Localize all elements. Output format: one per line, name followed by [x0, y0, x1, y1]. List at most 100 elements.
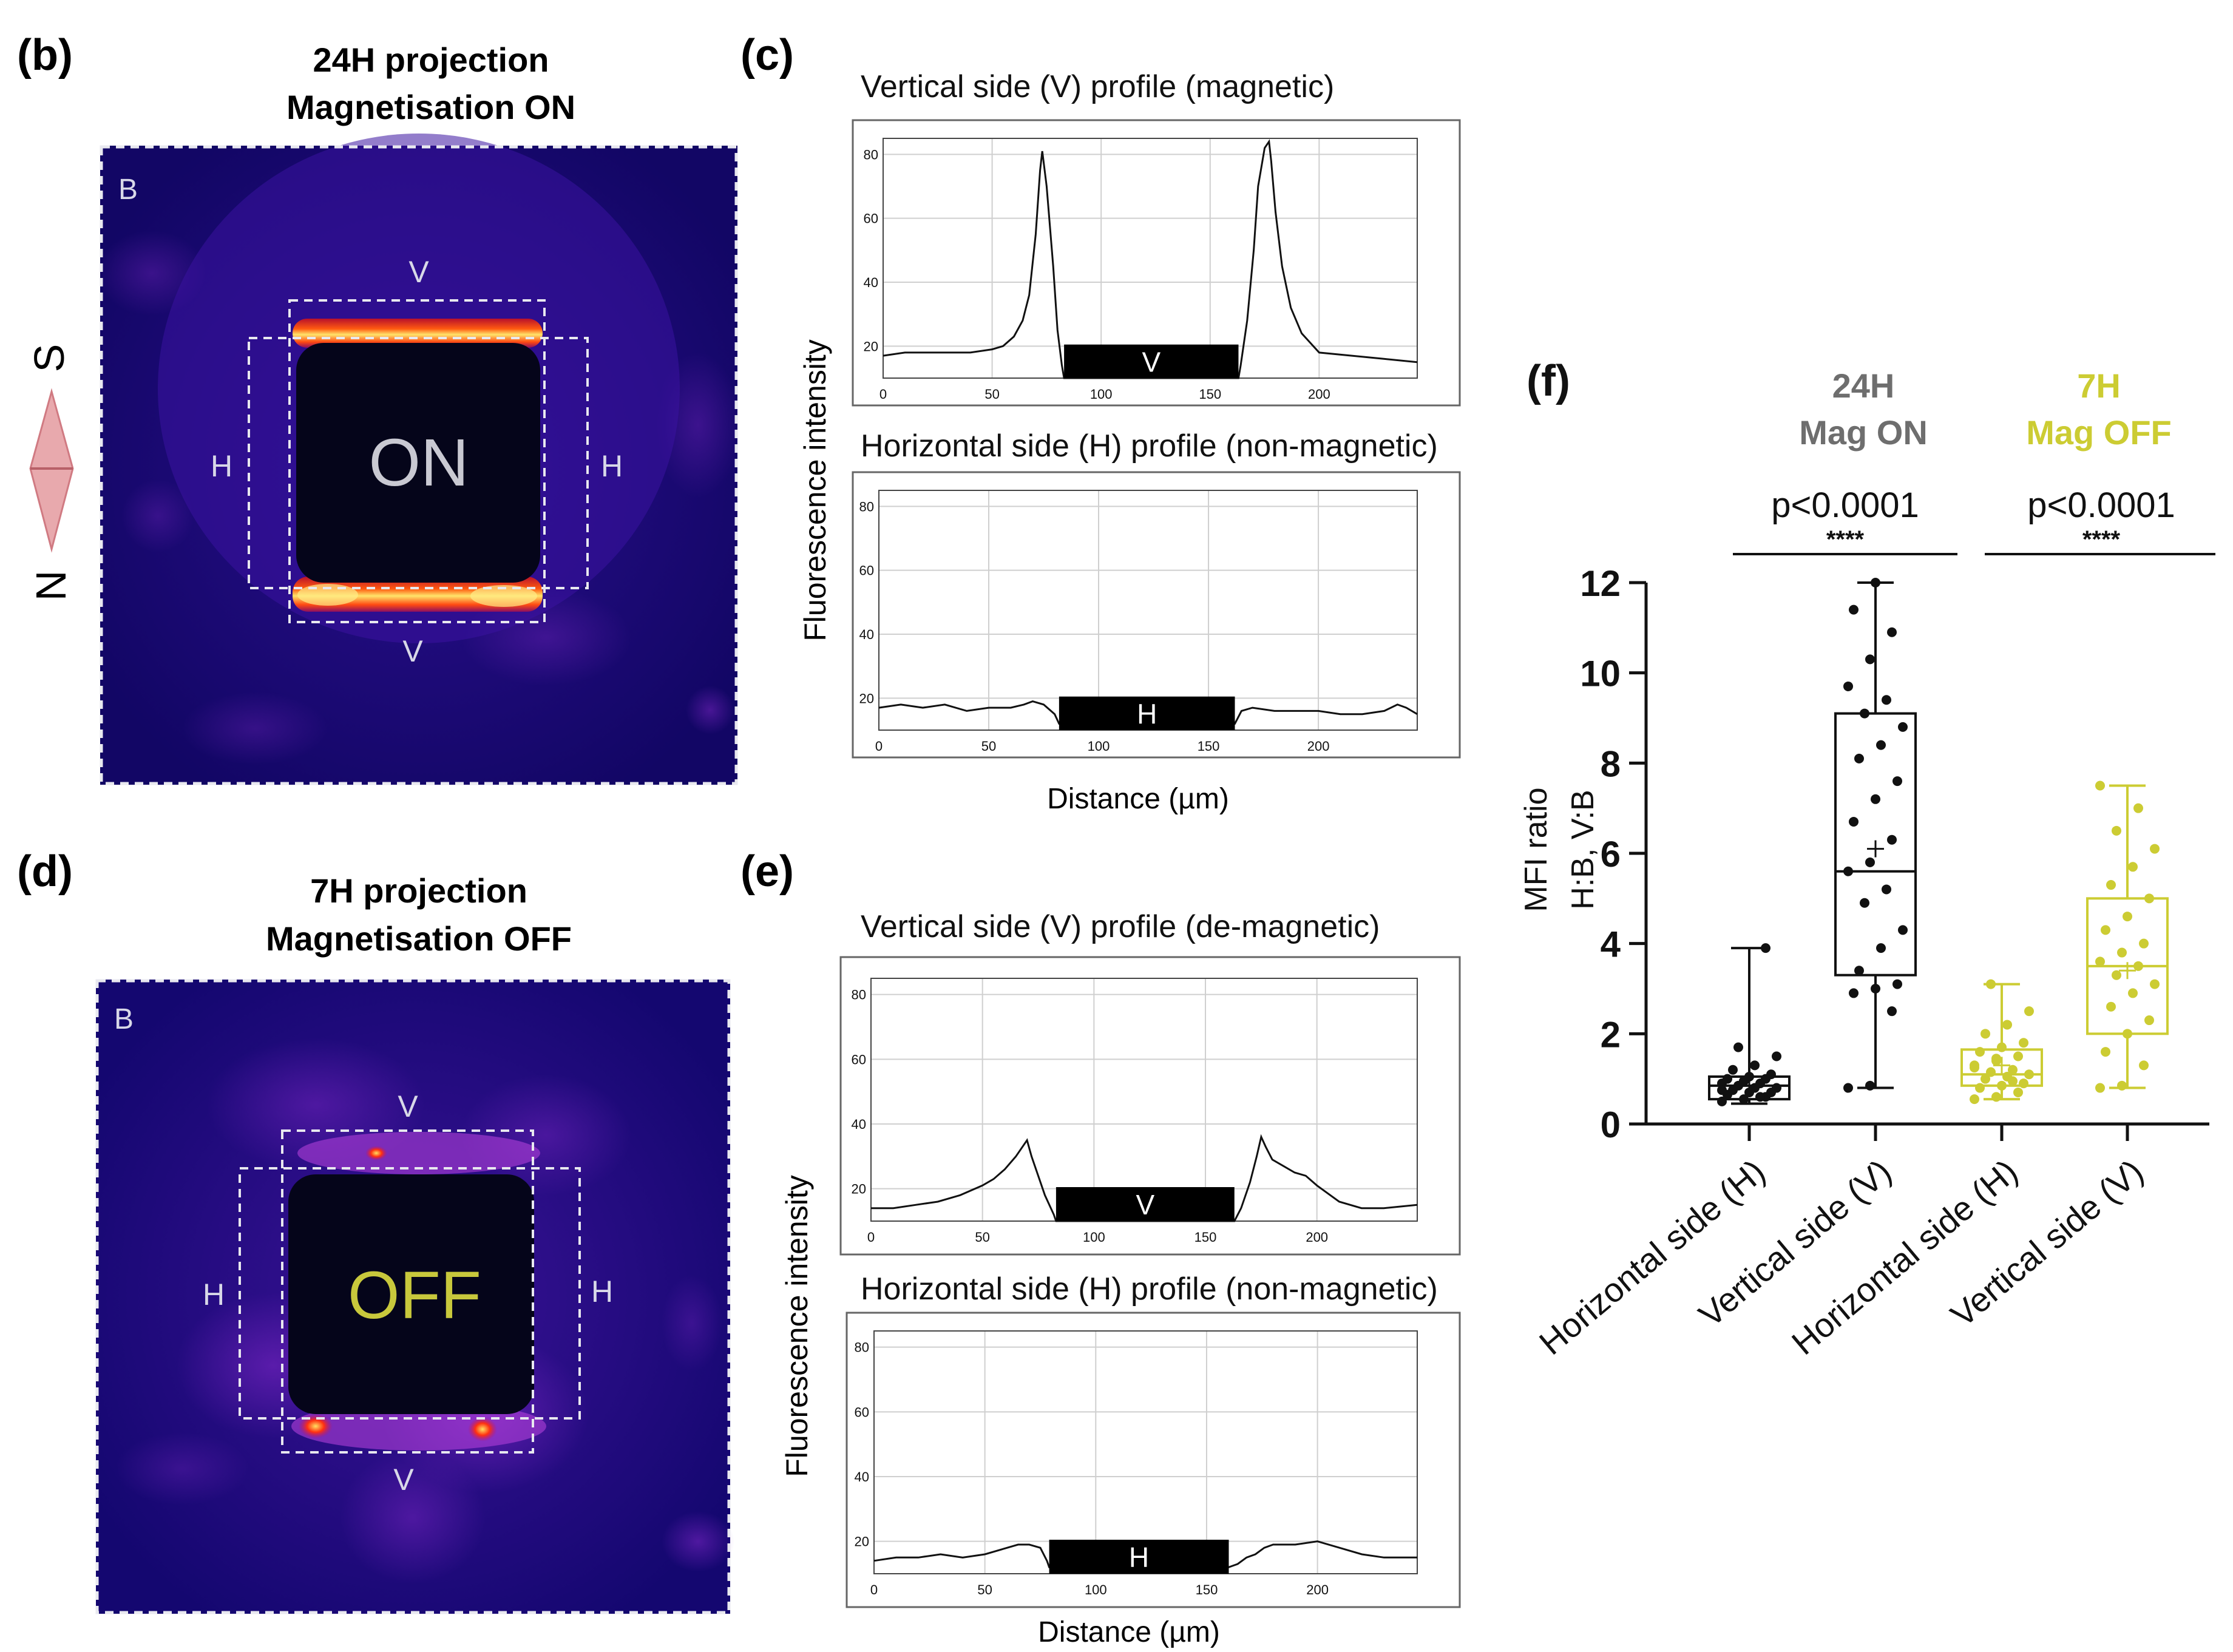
panel-c: (c) Fluorescence intensity Distance (µm) — [740, 31, 1229, 815]
data-point — [1898, 722, 1908, 732]
chart-title: Horizontal side (H) profile (non-magneti… — [861, 1271, 1438, 1307]
y-tick-label: 12 — [1580, 563, 1621, 604]
data-point — [1975, 1083, 1985, 1093]
data-point — [2106, 1001, 2116, 1012]
p-value-mag-off: p<0.0001 — [2027, 486, 2175, 525]
x-tick-label: 150 — [1196, 1582, 1218, 1597]
data-point — [1755, 1092, 1765, 1102]
data-point — [1849, 816, 1859, 827]
data-point — [1892, 979, 1902, 989]
data-point — [1739, 1076, 1749, 1086]
panel-c-xlabel: Distance (µm) — [1047, 783, 1229, 815]
y-tick-label: 60 — [855, 1404, 869, 1420]
data-point — [1860, 898, 1869, 908]
panel-d-title-line1: 7H projection — [310, 872, 527, 910]
data-point — [1843, 681, 1853, 691]
data-point — [2013, 1051, 2023, 1061]
profile-chart-e-vertical: Vertical side (V) profile (de-magnetic) 0… — [839, 909, 1461, 1256]
x-tick-label: 50 — [981, 739, 996, 754]
data-point — [1876, 943, 1886, 953]
data-point — [1733, 1042, 1743, 1052]
y-tick-label: 20 — [859, 691, 874, 706]
data-point — [1772, 1051, 1781, 1061]
data-point — [2133, 803, 2143, 813]
x-tick-label: 50 — [975, 1230, 989, 1245]
pillar-bar — [1064, 344, 1239, 378]
data-point — [1981, 1029, 1990, 1039]
data-point — [1750, 1060, 1760, 1071]
data-point — [1854, 966, 1864, 976]
data-point — [1717, 1085, 1727, 1095]
fluorescence-image-d — [95, 979, 734, 1614]
x-tick-label: 150 — [1198, 739, 1220, 754]
data-point — [1986, 979, 1996, 989]
y-tick-label: 40 — [864, 275, 878, 290]
p-value-mag-on: p<0.0001 — [1771, 486, 1919, 525]
v-label-top-d: V — [398, 1089, 418, 1123]
data-point — [2106, 880, 2116, 890]
x-tick-label: 0 — [875, 739, 883, 754]
pillar-block — [296, 343, 540, 583]
data-point — [2139, 938, 2149, 949]
data-point — [1876, 740, 1886, 750]
data-point — [2008, 1065, 2018, 1075]
data-point — [1997, 1042, 2007, 1052]
y-tick-label: 40 — [852, 1117, 866, 1132]
compass-n-label: N — [27, 570, 75, 601]
panel-d-letter: (d) — [17, 847, 73, 896]
data-point — [1849, 604, 1859, 615]
panel-e: (e) Fluorescence intensity Distance (µm) — [740, 847, 1220, 1648]
on-label: ON — [369, 425, 469, 500]
chart-title: Vertical side (V) profile (magnetic) — [861, 69, 1334, 104]
data-point — [2117, 947, 2127, 958]
panel-d: (d) 7H projection Magnetisation OFF B V — [17, 847, 734, 1614]
x-tick-label: 50 — [984, 387, 999, 402]
profile-chart-c-vertical: Vertical side (V) profile (magnetic) 0 50 1… — [852, 69, 1461, 407]
panel-c-ylabel: Fluorescence intensity — [798, 339, 832, 641]
panel-b-title-line1: 24H projection — [313, 41, 549, 79]
x-tick-label: 100 — [1085, 1582, 1107, 1597]
data-point — [2123, 1029, 2132, 1039]
data-point — [2024, 1006, 2034, 1017]
x-category-label: Horizontal side (H) — [1532, 1152, 1772, 1362]
pillar-bar — [1056, 1187, 1235, 1221]
data-point — [1997, 1080, 2007, 1091]
x-tick-label: 0 — [870, 1582, 878, 1597]
v-label-bottom-d: V — [393, 1463, 414, 1497]
data-point — [1991, 1092, 2001, 1102]
pillar-bar — [1059, 696, 1235, 730]
data-point — [2123, 912, 2132, 922]
data-point — [2024, 1069, 2034, 1080]
y-tick-label: 4 — [1601, 924, 1621, 965]
data-point — [1871, 578, 1880, 587]
data-point — [2013, 1087, 2023, 1097]
x-tick-label: 200 — [1307, 739, 1330, 754]
y-tick-label: 60 — [859, 563, 874, 578]
data-point — [2133, 961, 2143, 971]
x-tick-label: 100 — [1083, 1230, 1105, 1245]
data-point — [2019, 1078, 2028, 1089]
data-point — [1843, 1083, 1853, 1093]
data-point — [1986, 1067, 1996, 1077]
panel-e-letter: (e) — [740, 847, 794, 896]
x-tick-label: 100 — [1090, 387, 1113, 402]
h-label-left-d: H — [203, 1278, 225, 1312]
roi-horizontal-box — [248, 337, 589, 589]
fluorescence-image-b — [97, 134, 740, 785]
panel-d-title-line2: Magnetisation OFF — [266, 919, 572, 958]
y-tick-label: 60 — [864, 211, 878, 226]
pillar-block-d — [288, 1174, 534, 1414]
group-label-24h: 24H — [1832, 367, 1895, 405]
data-point — [2144, 1015, 2154, 1026]
data-point — [1865, 1080, 1875, 1091]
v-label-top-b: V — [408, 255, 429, 289]
y-tick-label: 40 — [855, 1469, 869, 1484]
data-point — [2101, 925, 2110, 935]
pillar-bar-label: H — [1137, 698, 1157, 730]
data-point — [1772, 1083, 1781, 1093]
y-tick-label: 40 — [859, 627, 874, 642]
y-tick-label: 80 — [852, 987, 866, 1003]
y-axis-label-line2: H:B, V:B — [1565, 790, 1601, 909]
data-point — [1975, 1047, 1985, 1057]
